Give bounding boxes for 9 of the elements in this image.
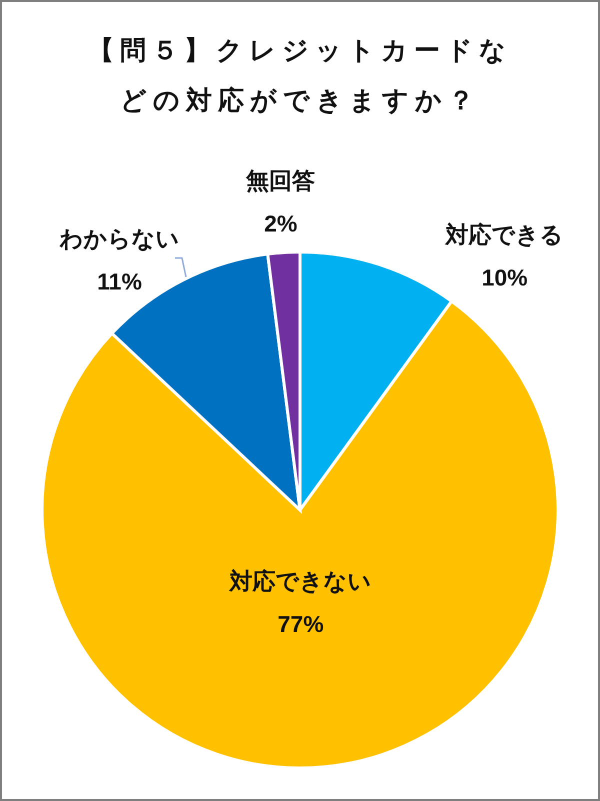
slice-label: 対応できない [228,568,372,596]
data-label: 10% [482,264,528,290]
slice-label: 無回答 [245,168,316,195]
slice-label: 対応できる [444,221,564,248]
data-label: 77% [278,611,324,638]
data-label: 2% [264,210,298,237]
slice-label: わからない [58,226,180,253]
chart-title: 【問５】クレジットカードなどの対応ができますか？ [88,36,512,116]
data-label: 11% [97,268,142,295]
